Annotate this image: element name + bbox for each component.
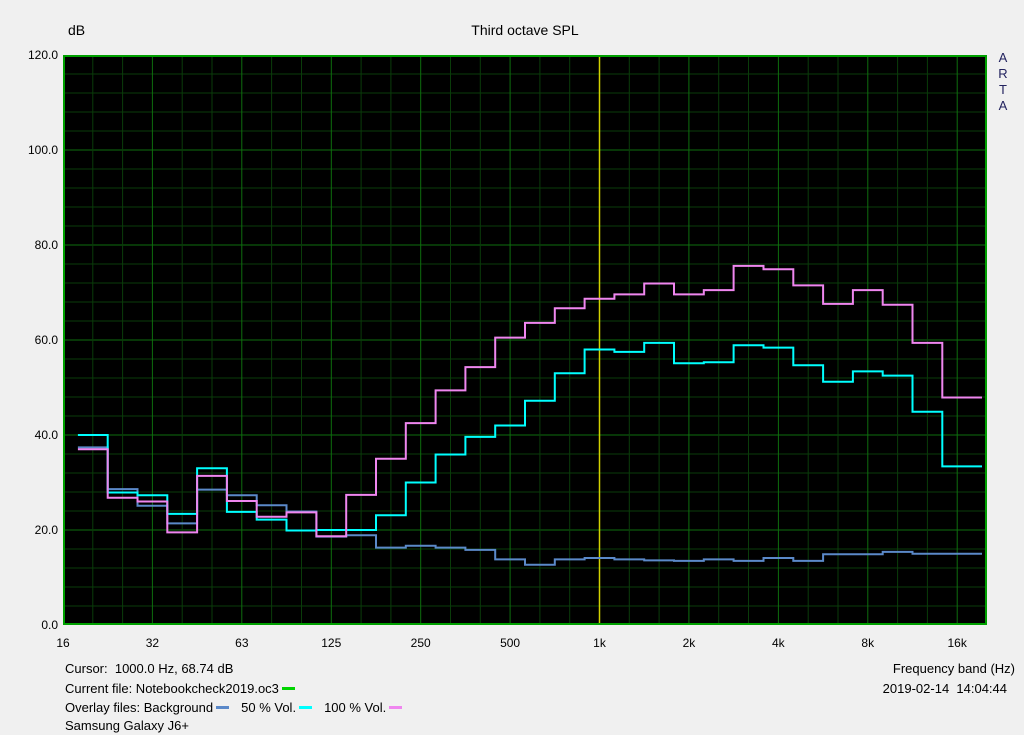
measurement-datetime: 2019-02-14 14:04:44 [882, 681, 1007, 696]
x-tick-label: 250 [410, 636, 431, 650]
x-tick-label: 4k [772, 636, 785, 650]
overlay-100-label: 100 % Vol. [324, 700, 387, 715]
y-tick-label: 20.0 [34, 523, 58, 537]
x-tick-label: 1k [593, 636, 606, 650]
vol100-legend-dash [389, 706, 403, 710]
overlay-legend-row: Overlay files: Background 50 % Vol. 100 % … [65, 700, 403, 715]
x-tick-label: 32 [145, 636, 160, 650]
x-tick-label: 16 [56, 636, 70, 650]
arta-watermark-letter: A [998, 50, 1008, 65]
arta-watermark-letter: T [999, 82, 1007, 97]
x-tick-label: 2k [682, 636, 696, 650]
y-tick-label: 100.0 [27, 143, 58, 157]
background-legend-dash [216, 706, 230, 710]
y-tick-label: 120.0 [27, 48, 58, 62]
spl-plot-area[interactable] [63, 55, 987, 625]
y-tick-label: 60.0 [34, 333, 58, 347]
arta-watermark-letter: A [998, 98, 1008, 113]
overlay-background-label: Overlay files: Background [65, 700, 214, 715]
device-name-label: Samsung Galaxy J6+ [65, 718, 189, 733]
overlay-50-label: 50 % Vol. [241, 700, 297, 715]
x-tick-label: 125 [321, 636, 342, 650]
y-axis-unit-label: dB [68, 22, 86, 38]
spl-plot-canvas[interactable] [63, 55, 987, 625]
y-tick-label: 80.0 [34, 238, 58, 252]
x-axis-title: Frequency band (Hz) [892, 661, 1015, 676]
y-tick-label: 0.0 [41, 618, 58, 632]
arta-watermark-letter: R [998, 66, 1008, 81]
y-tick-label: 40.0 [34, 428, 58, 442]
current-file-legend-dash [281, 687, 295, 691]
x-tick-label: 16k [947, 636, 967, 650]
vol50-legend-dash [299, 706, 313, 710]
chart-title: Third octave SPL [471, 22, 579, 38]
current-file-label: Current file: Notebookcheck2019.oc3 [65, 681, 279, 696]
x-tick-label: 500 [500, 636, 521, 650]
x-tick-label: 8k [861, 636, 875, 650]
cursor-readout: Cursor: 1000.0 Hz, 68.74 dB [65, 661, 234, 676]
current-file-row: Current file: Notebookcheck2019.oc3 [65, 681, 295, 696]
x-tick-label: 63 [235, 636, 249, 650]
